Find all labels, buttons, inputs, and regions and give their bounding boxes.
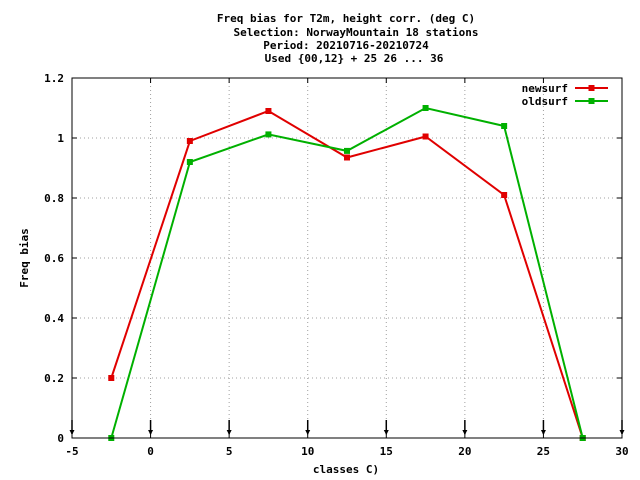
y-tick-label: 0.8 [44,192,64,205]
y-tick-label: 0.6 [44,252,64,265]
x-tick-label: -5 [65,445,78,458]
bottom-marker [383,420,389,435]
x-axis-label: classes C) [313,463,379,476]
data-point-newsurf [186,138,193,144]
bottom-marker-head [540,430,546,435]
grid-lines [72,78,622,438]
chart-title-block: Freq bias for T2m, height corr. (deg C) … [217,12,479,65]
chart-title-line-2: Selection: NorwayMountain 18 stations [233,26,478,39]
y-tick-label: 0.4 [44,312,64,325]
bottom-marker [148,420,154,435]
data-point-oldsurf [501,123,508,129]
data-point-newsurf [265,108,272,114]
data-point-oldsurf [422,105,429,111]
legend-label-oldsurf: oldsurf [522,95,568,108]
legend-swatch-marker-newsurf [588,85,595,91]
x-tick-label: 0 [147,445,154,458]
legend-swatch-marker-oldsurf [588,98,595,104]
axis-ticks [71,77,623,439]
x-tick-label: 10 [301,445,314,458]
bottom-marker [305,420,311,435]
data-point-newsurf [344,154,350,161]
bottom-marker-head [462,430,468,435]
data-point-newsurf [108,375,115,381]
x-tick-label: 20 [458,445,471,458]
y-axis-label: Freq bias [18,228,31,288]
plot-frame [71,77,623,439]
bottom-marker-head [148,430,154,435]
data-point-newsurf [501,192,508,198]
bottom-marker [462,420,468,435]
data-point-oldsurf [265,131,272,138]
bottom-marker-head [226,430,232,435]
bottom-marker [226,420,232,435]
x-tick-label: 5 [226,445,233,458]
bottom-marker [540,420,546,435]
data-point-oldsurf [186,159,193,165]
y-tick-label: 1 [57,132,64,145]
x-tick-label: 30 [615,445,628,458]
data-point-newsurf [422,133,429,140]
bottom-marker-head [305,430,311,435]
x-tick-label: 15 [380,445,393,458]
y-tick-label: 1.2 [44,72,64,85]
chart-title-line-3: Period: 20210716-20210724 [263,39,429,52]
y-tick-label: 0 [57,432,64,445]
bottom-markers [69,420,625,435]
x-tick-label: 25 [537,445,550,458]
data-series [108,105,586,441]
bottom-marker-head [383,430,389,435]
y-tick-label: 0.2 [44,372,64,385]
legend-label-newsurf: newsurf [522,82,568,95]
chart-title-line-4: Used {00,12} + 25 26 ... 36 [265,52,444,65]
data-point-oldsurf [344,147,350,154]
chart-title-line-1: Freq bias for T2m, height corr. (deg C) [217,12,475,25]
